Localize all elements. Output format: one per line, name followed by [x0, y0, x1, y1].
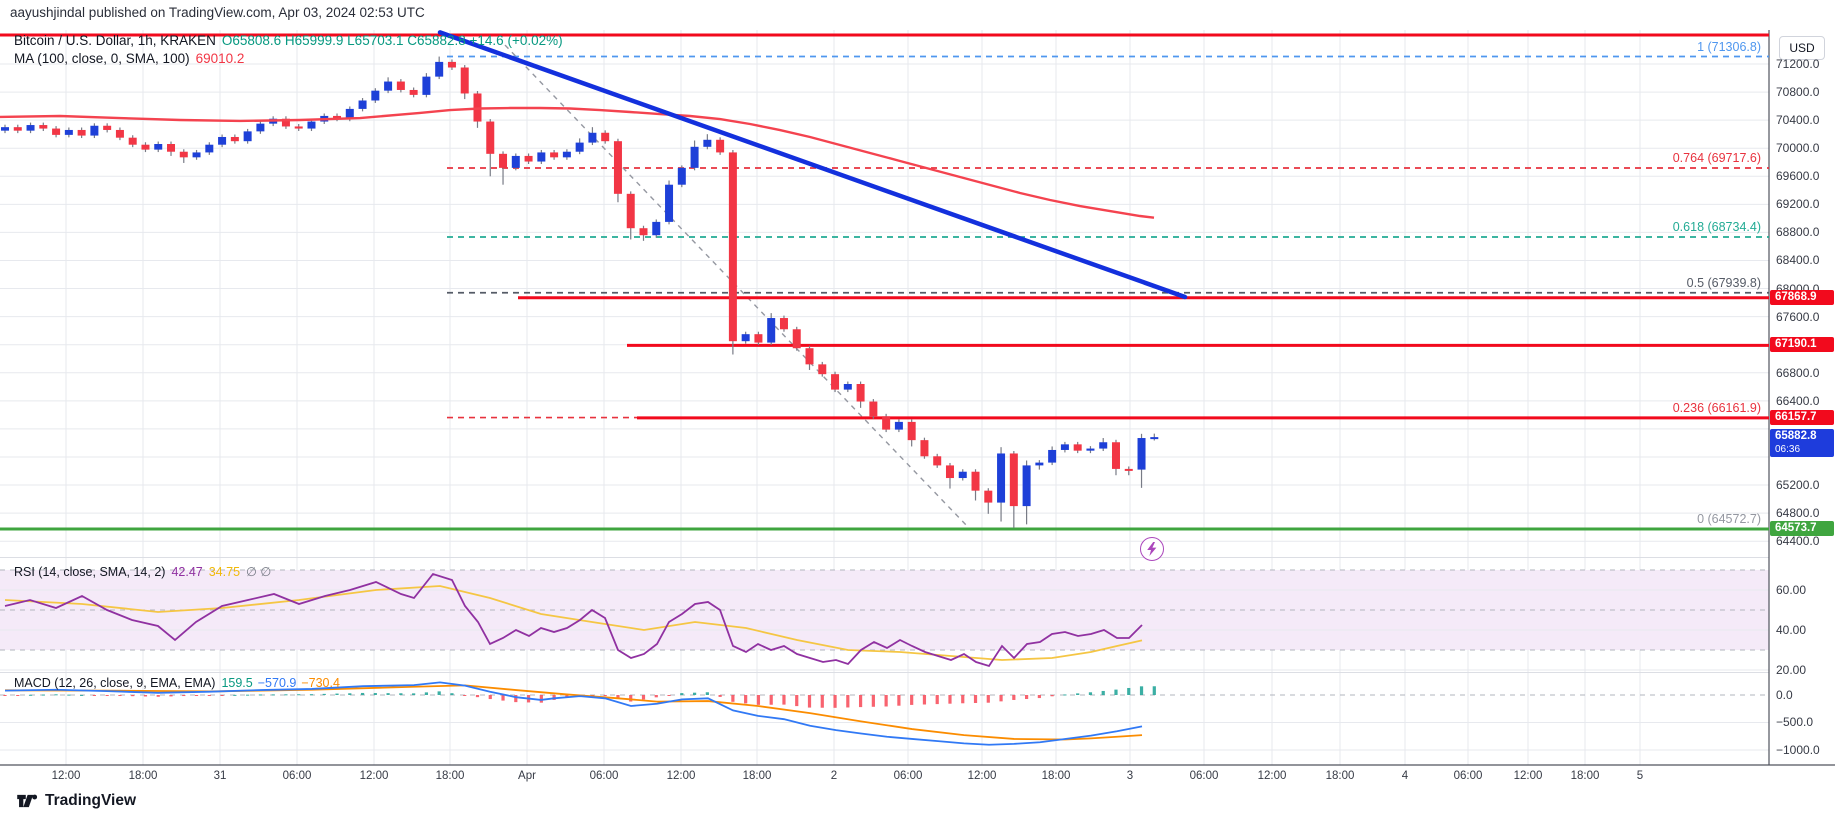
ma-value: 69010.2 [195, 51, 245, 66]
price-axis-label: 71200.0 [1776, 57, 1820, 71]
fib-level-label: 0.764 (69717.6) [1672, 151, 1761, 166]
macd-line-value: −570.9 [257, 676, 297, 690]
price-axis-label: 70000.0 [1776, 141, 1820, 156]
price-tag: 65882.8 06:36 [1770, 429, 1834, 458]
rsi-band-values: ∅ ∅ [246, 565, 272, 579]
time-axis-label: 06:00 [893, 770, 923, 782]
time-axis-label: 18:00 [128, 770, 158, 782]
candlestick-series [1, 56, 1159, 528]
fib-level-label: 0.618 (68734.4) [1672, 220, 1761, 235]
time-axis-label: 06:00 [1453, 770, 1483, 782]
rsi-legend: RSI (14, close, SMA, 14, 2) 42.47 34.75 ∅ ∅ [14, 564, 271, 579]
rsi-axis-label: 40.00 [1776, 623, 1807, 637]
time-axis-label: 31 [213, 770, 227, 782]
time-axis-label: 18:00 [1570, 770, 1600, 782]
fib-level-label: 0 (64572.7) [1697, 512, 1761, 527]
time-axis-label: 12:00 [666, 770, 696, 782]
price-axis-label: 66400.0 [1776, 393, 1820, 408]
macd-signal-value: −730.4 [301, 676, 340, 690]
time-axis-label: 4 [1401, 770, 1409, 782]
macd-line [4, 681, 1143, 746]
time-axis-label: 18:00 [742, 770, 772, 782]
flash-trade-button[interactable] [1140, 537, 1164, 561]
time-axis-label: 12:00 [1257, 770, 1287, 782]
rsi-line [4, 572, 1143, 668]
rsi-label: RSI (14, close, SMA, 14, 2) [14, 565, 166, 579]
rsi-axis-label: 60.00 [1776, 583, 1807, 597]
ohlc-values: O65808.6 H65999.9 L65703.1 C65882.8 +14.… [221, 33, 563, 48]
price-tag: 64573.7 [1770, 521, 1834, 536]
rsi-axis-label: 20.00 [1776, 663, 1807, 677]
macd-label: MACD (12, 26, close, 9, EMA, EMA) [14, 676, 216, 690]
price-axis-label: 70400.0 [1776, 113, 1820, 128]
ma100-line[interactable] [0, 106, 1155, 219]
publish-info: aayushjindal published on TradingView.co… [10, 5, 425, 20]
rsi-ma-line [4, 585, 1143, 661]
price-tag: 67868.9 [1770, 289, 1834, 305]
time-axis-label: 18:00 [1325, 770, 1355, 782]
ma-label: MA (100, close, 0, SMA, 100) [14, 51, 190, 66]
price-axis-label: 68400.0 [1776, 253, 1820, 268]
fib-retracement-drawing[interactable] [447, 44, 1769, 530]
time-axis-label: 18:00 [1041, 770, 1071, 782]
price-axis-label: 70800.0 [1776, 85, 1820, 100]
time-axis-label: 12:00 [967, 770, 997, 782]
price-axis-label: 69200.0 [1776, 197, 1820, 212]
macd-axis-label: −500.0 [1776, 715, 1814, 730]
time-axis-label: 12:00 [1513, 770, 1543, 782]
symbol-title: Bitcoin / U.S. Dollar, 1h, KRAKEN [14, 33, 216, 48]
price-axis-label: 64400.0 [1776, 534, 1820, 549]
rsi-ma-value: 34.75 [208, 565, 241, 579]
time-axis-label: 06:00 [1189, 770, 1219, 782]
time-axis-label: 12:00 [359, 770, 389, 782]
time-axis-label: 06:00 [282, 770, 312, 782]
countdown-timer: 06:36 [1775, 444, 1801, 456]
price-tag: 67190.1 [1770, 337, 1834, 353]
price-axis-label: 65200.0 [1776, 478, 1820, 493]
tradingview-brand-text: TradingView [45, 792, 137, 809]
fib-level-label: 0.5 (67939.8) [1686, 275, 1761, 290]
macd-axis-label: 0.0 [1776, 688, 1793, 702]
time-axis-label: 2 [830, 770, 838, 782]
macd-legend: MACD (12, 26, close, 9, EMA, EMA) 159.5 −5… [14, 676, 340, 690]
macd-axis-label: −1000.0 [1776, 742, 1820, 757]
ma-legend: MA (100, close, 0, SMA, 100) 69010.2 [14, 51, 244, 66]
time-axis-label: 5 [1636, 770, 1644, 782]
currency-toggle-button[interactable]: USD [1779, 36, 1825, 60]
price-axis-label: 66800.0 [1776, 365, 1820, 380]
time-axis-label: 18:00 [435, 770, 465, 782]
tradingview-logo-icon [17, 794, 38, 808]
time-axis-label: Apr [518, 770, 536, 782]
fib-level-label: 0.236 (66161.9) [1672, 400, 1761, 415]
time-axis-label: 06:00 [589, 770, 619, 782]
price-tag: 66157.7 [1770, 409, 1834, 425]
price-axis-label: 69600.0 [1776, 169, 1820, 184]
time-axis-label: 3 [1126, 770, 1134, 782]
trendline-drawing[interactable] [437, 30, 1188, 300]
fib-level-label: 1 (71306.8) [1697, 39, 1761, 54]
rsi-value: 42.47 [171, 565, 203, 579]
tradingview-brand-link[interactable]: TradingView [16, 792, 136, 810]
price-axis-label: 64800.0 [1776, 506, 1820, 521]
price-axis-label: 68800.0 [1776, 225, 1820, 240]
price-axis-label: 67600.0 [1776, 309, 1820, 324]
time-axis-label: 12:00 [51, 770, 81, 782]
lightning-icon [1147, 542, 1157, 556]
macd-signal-line [4, 684, 1143, 741]
symbol-legend: Bitcoin / U.S. Dollar, 1h, KRAKEN O65808.… [14, 33, 563, 48]
horizontal-line-drawings[interactable] [0, 33, 1769, 531]
macd-hist-value: 159.5 [221, 676, 253, 690]
